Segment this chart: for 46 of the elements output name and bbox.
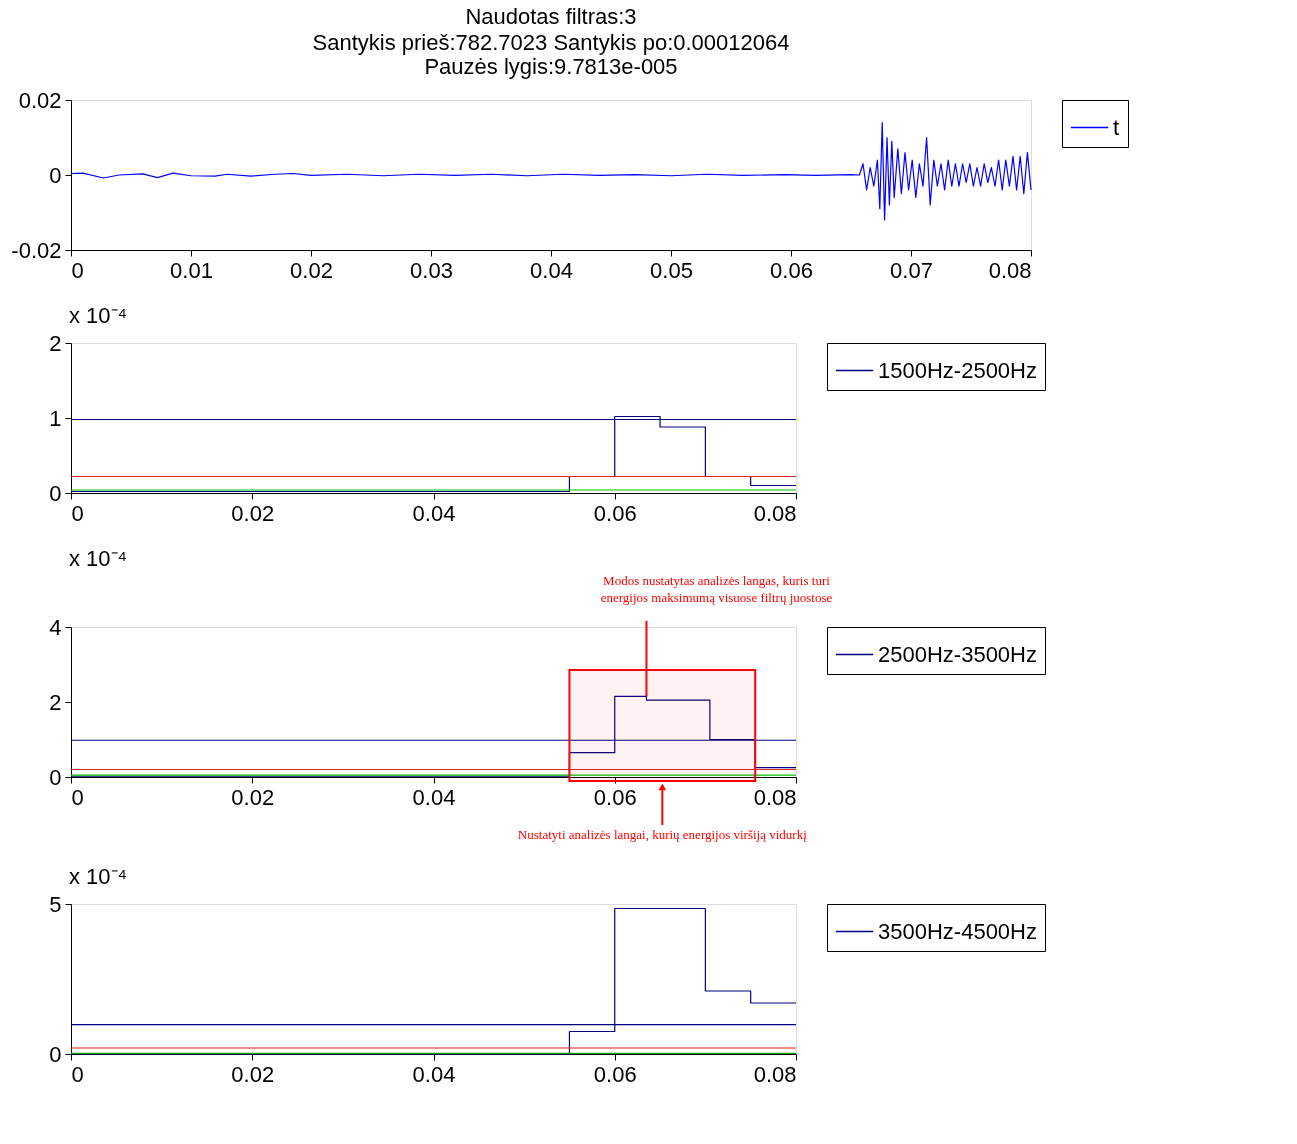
y-tick-label: 2	[49, 689, 62, 715]
x-tick-label: 0	[71, 500, 84, 526]
x-tick-label: 0.07	[890, 257, 933, 283]
y-axis-title: x 10⁻⁴	[69, 864, 128, 889]
x-tick-label: 0.02	[290, 257, 333, 283]
y-axis-title: x 10⁻⁴	[69, 303, 128, 328]
x-tick-label: 0	[71, 257, 84, 283]
y-tick-label: 1	[49, 405, 62, 431]
x-tick-label: 0.02	[231, 1061, 275, 1087]
x-tick-label: 0.08	[988, 257, 1032, 283]
chart-title: Naudotas filtras:3	[465, 4, 637, 29]
x-tick-label: 0.04	[412, 1061, 456, 1087]
x-tick-label: 0.08	[753, 784, 797, 810]
x-tick-label: 0.02	[231, 500, 275, 526]
x-tick-label: 0.04	[530, 257, 573, 283]
x-tick-label: 0	[71, 784, 84, 810]
x-tick-label: 0.06	[593, 500, 637, 526]
y-axis-title: x 10⁻⁴	[69, 546, 128, 571]
y-tick-label: 4	[49, 614, 62, 640]
x-tick-label: 0.04	[412, 500, 456, 526]
y-tick-label: 0	[49, 480, 62, 506]
y-tick-label: -0.02	[11, 237, 62, 263]
y-tick-label: 0.02	[18, 87, 62, 113]
chart-subtitle: Santykis prieš:782.7023 Santykis po:0.00012064 Pauzės lygis:9.7813e-005	[312, 30, 790, 79]
y-tick-label: 0	[49, 764, 62, 790]
x-tick-label: 0.06	[770, 257, 813, 283]
y-tick-label: 5	[49, 891, 62, 917]
x-tick-label: 0.04	[412, 784, 456, 810]
y-tick-label: 2	[49, 330, 62, 356]
x-tick-label: 0.08	[753, 500, 797, 526]
x-tick-label: 0.06	[593, 784, 637, 810]
y-tick-label: 0	[49, 162, 62, 188]
x-tick-label: 0.05	[650, 257, 693, 283]
legend-label: 2500Hz-3500Hz	[878, 641, 1037, 667]
x-tick-label: 0.03	[410, 257, 453, 283]
annotation: Modos nustatytas analizės langas, kuris turi energijos maksimumą visuose filtrų juostose	[600, 573, 833, 605]
legend-label: t	[1113, 114, 1120, 140]
x-tick-label: 0.08	[753, 1061, 797, 1087]
band-label: Nustatyti analizės langai, kurių energijos viršiją vidurkį	[517, 827, 808, 842]
x-tick-label: 0.02	[231, 784, 275, 810]
legend-label: 3500Hz-4500Hz	[878, 918, 1037, 944]
x-tick-label: 0.06	[593, 1061, 637, 1087]
y-tick-label: 0	[49, 1041, 62, 1067]
x-tick-label: 0	[71, 1061, 84, 1087]
legend-label: 1500Hz-2500Hz	[878, 357, 1037, 383]
x-tick-label: 0.01	[170, 257, 213, 283]
